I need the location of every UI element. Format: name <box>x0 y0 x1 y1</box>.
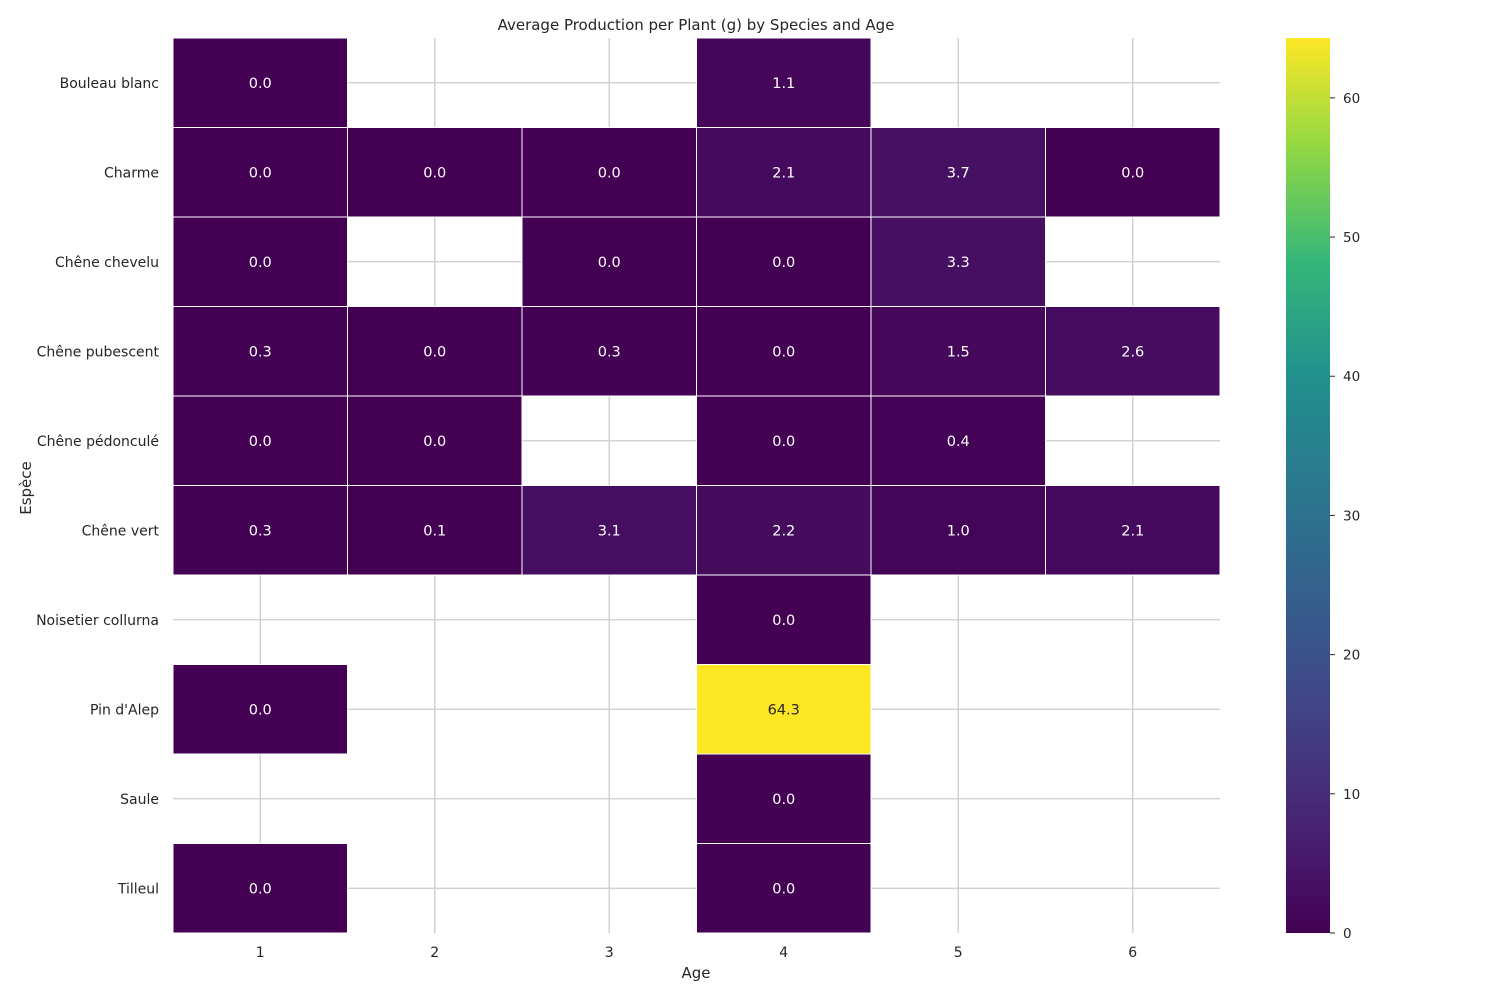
heatmap-cell <box>696 664 872 755</box>
heatmap-cell <box>696 843 872 934</box>
chart-title: Average Production per Plant (g) by Spec… <box>498 16 895 34</box>
heatmap-cell <box>870 306 1046 397</box>
cell-value-label: 0.0 <box>249 434 272 450</box>
heatmap-cell <box>1045 127 1221 218</box>
colorbar-tick-label: 40 <box>1343 369 1360 385</box>
heatmap-cell <box>870 216 1046 307</box>
colorbar-tick-label: 50 <box>1343 230 1360 246</box>
cell-value-label: 0.0 <box>249 255 272 271</box>
cell-value-label: 0.0 <box>772 792 795 808</box>
heatmap-cell <box>1045 306 1221 397</box>
heatmap-cell <box>696 753 872 844</box>
heatmap-cell <box>521 306 697 397</box>
cell-value-label: 0.0 <box>772 881 795 897</box>
cell-value-label: 0.0 <box>772 255 795 271</box>
cell-value-label: 0.3 <box>598 344 621 360</box>
cell-value-label: 1.0 <box>947 523 970 539</box>
y-tick-label: Chêne chevelu <box>55 255 159 271</box>
cell-value-label: 3.7 <box>947 165 970 181</box>
x-tick-label: 6 <box>1128 945 1137 961</box>
cell-value-label: 0.0 <box>423 434 446 450</box>
cell-value-label: 0.3 <box>249 344 272 360</box>
heatmap-cell <box>172 37 348 128</box>
y-tick-label: Tilleul <box>117 881 159 897</box>
y-tick-label: Noisetier collurna <box>36 613 159 629</box>
cell-value-label: 0.0 <box>598 165 621 181</box>
heatmap-cell <box>521 216 697 307</box>
heatmap-cell <box>172 485 348 576</box>
heatmap-cells <box>172 37 1221 934</box>
heatmap-cell <box>172 664 348 755</box>
cell-value-label: 0.0 <box>249 702 272 718</box>
cell-value-label: 0.1 <box>423 523 446 539</box>
x-tick-label: 4 <box>779 945 788 961</box>
heatmap-cell <box>696 574 872 665</box>
y-tick-label: Pin d'Alep <box>90 702 159 718</box>
cell-value-label: 0.0 <box>598 255 621 271</box>
colorbar-tick-label: 0 <box>1343 926 1352 942</box>
cell-value-label: 0.0 <box>423 344 446 360</box>
y-tick-label: Saule <box>120 792 159 808</box>
x-tick-label: 5 <box>954 945 963 961</box>
cell-value-label: 2.1 <box>772 165 795 181</box>
colorbar-tick-label: 20 <box>1343 648 1360 664</box>
cell-value-label: 1.1 <box>772 76 795 92</box>
heatmap-cell <box>172 395 348 486</box>
colorbar-tick-label: 10 <box>1343 787 1360 803</box>
cell-value-label: 0.0 <box>249 76 272 92</box>
colorbar-tick-label: 30 <box>1343 508 1360 524</box>
x-axis-tick-labels: 1 2 3 4 5 6 <box>256 945 1138 961</box>
cell-value-label: 0.0 <box>249 881 272 897</box>
colorbar-tick-labels: 0 10 20 30 40 50 60 <box>1330 91 1360 942</box>
heatmap-cell <box>347 306 523 397</box>
cell-value-label: 0.4 <box>947 434 970 450</box>
heatmap-cell <box>1045 485 1221 576</box>
heatmap-cell <box>696 216 872 307</box>
cell-value-label: 0.0 <box>772 344 795 360</box>
y-axis-tick-labels: Bouleau blanc Charme Chêne chevelu Chêne pu… <box>36 76 159 898</box>
heatmap-cell <box>696 485 872 576</box>
heatmap-cell <box>696 306 872 397</box>
heatmap-cell <box>870 127 1046 218</box>
heatmap-cell <box>870 395 1046 486</box>
y-tick-label: Chêne vert <box>82 523 160 539</box>
colorbar <box>1286 38 1330 933</box>
colorbar-tick-label: 60 <box>1343 91 1360 107</box>
x-tick-label: 3 <box>605 945 614 961</box>
heatmap-cell <box>172 843 348 934</box>
cell-value-label: 0.0 <box>423 165 446 181</box>
cell-value-label: 3.3 <box>947 255 970 271</box>
y-tick-label: Charme <box>104 165 159 181</box>
cell-value-label: 2.1 <box>1121 523 1144 539</box>
cell-value-label: 0.0 <box>772 434 795 450</box>
x-tick-label: 2 <box>430 945 439 961</box>
x-tick-label: 1 <box>256 945 265 961</box>
heatmap-cell <box>347 395 523 486</box>
heatmap-cell <box>696 395 872 486</box>
cell-value-label: 2.6 <box>1121 344 1144 360</box>
cell-value-label: 0.0 <box>249 165 272 181</box>
cell-value-label: 1.5 <box>947 344 970 360</box>
heatmap-cell <box>870 485 1046 576</box>
y-axis-label: Espèce <box>17 461 35 515</box>
y-tick-label: Bouleau blanc <box>60 76 159 92</box>
heatmap-cell <box>172 306 348 397</box>
heatmap-cell <box>347 127 523 218</box>
cell-value-labels: 0.0 1.1 0.0 0.0 0.0 2.1 3.7 0.0 0.0 0.0 0.0 3.3 0.3 0… <box>249 76 1145 898</box>
heatmap-cell <box>172 216 348 307</box>
x-axis-label: Age <box>681 964 710 982</box>
cell-value-label: 0.0 <box>1121 165 1144 181</box>
cell-value-label: 2.2 <box>772 523 795 539</box>
cell-value-label: 64.3 <box>768 702 800 718</box>
heatmap-cell <box>521 127 697 218</box>
y-tick-label: Chêne pubescent <box>37 344 160 360</box>
cell-value-label: 0.3 <box>249 523 272 539</box>
y-tick-label: Chêne pédonculé <box>37 434 159 450</box>
heatmap-cell <box>696 127 872 218</box>
cell-value-label: 3.1 <box>598 523 621 539</box>
cell-value-label: 0.0 <box>772 613 795 629</box>
